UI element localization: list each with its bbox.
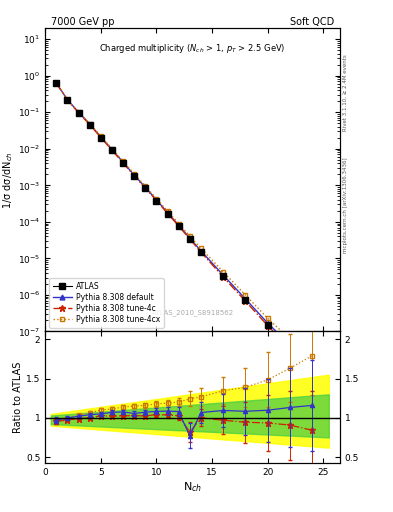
- Text: Charged multiplicity ($N_{ch}$ > 1, $p_T$ > 2.5 GeV): Charged multiplicity ($N_{ch}$ > 1, $p_T…: [99, 42, 286, 55]
- Text: Rivet 3.1.10, ≥ 2.4M events: Rivet 3.1.10, ≥ 2.4M events: [343, 54, 348, 131]
- Text: ATLAS_2010_S8918562: ATLAS_2010_S8918562: [152, 310, 233, 316]
- X-axis label: N$_{ch}$: N$_{ch}$: [183, 480, 202, 494]
- Y-axis label: Ratio to ATLAS: Ratio to ATLAS: [13, 362, 23, 433]
- Text: Soft QCD: Soft QCD: [290, 17, 334, 27]
- Text: 7000 GeV pp: 7000 GeV pp: [51, 17, 115, 27]
- Text: mcplots.cern.ch [arXiv:1306.3436]: mcplots.cern.ch [arXiv:1306.3436]: [343, 157, 348, 252]
- Legend: ATLAS, Pythia 8.308 default, Pythia 8.308 tune-4c, Pythia 8.308 tune-4cx: ATLAS, Pythia 8.308 default, Pythia 8.30…: [49, 279, 164, 328]
- Y-axis label: 1/σ dσ/dN$_{ch}$: 1/σ dσ/dN$_{ch}$: [1, 151, 15, 208]
